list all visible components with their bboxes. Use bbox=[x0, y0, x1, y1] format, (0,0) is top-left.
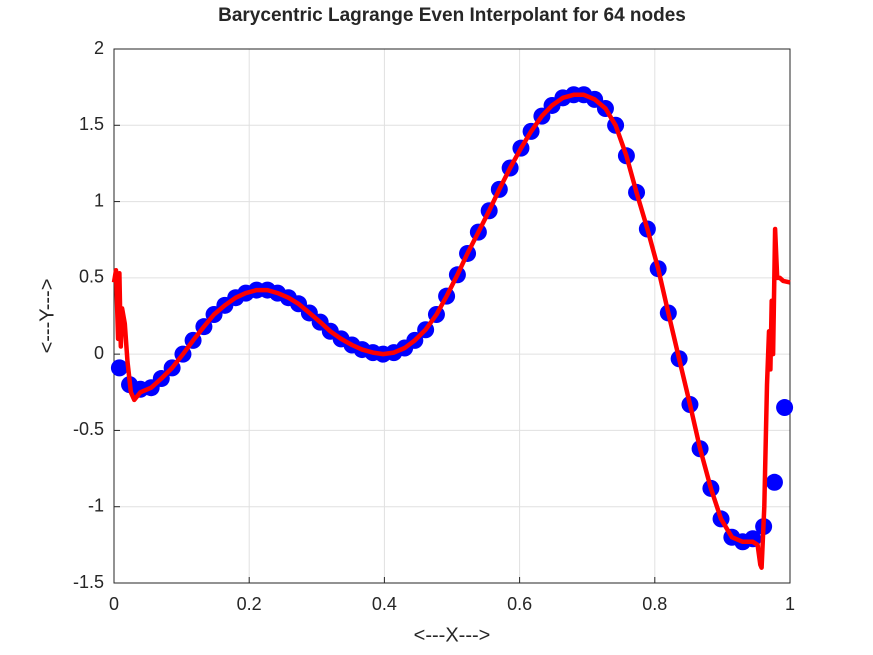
y-tick-label: 0 bbox=[94, 343, 104, 363]
interpolant-line bbox=[111, 92, 791, 570]
x-tick-label: 0.6 bbox=[507, 594, 532, 614]
node-point bbox=[765, 473, 783, 491]
x-axis-label: <---X---> bbox=[414, 624, 491, 646]
y-tick-label: 0.5 bbox=[79, 267, 104, 287]
x-tick-label: 0.4 bbox=[372, 594, 397, 614]
x-tick-label: 0.8 bbox=[642, 594, 667, 614]
node-point bbox=[776, 399, 794, 417]
node-point bbox=[110, 359, 128, 377]
y-tick-label: -0.5 bbox=[73, 419, 104, 439]
y-tick-label: -1.5 bbox=[73, 572, 104, 592]
y-tick-label: 1.5 bbox=[79, 114, 104, 134]
x-tick-label: 0.2 bbox=[237, 594, 262, 614]
x-tick-label: 0 bbox=[109, 594, 119, 614]
chart-title: Barycentric Lagrange Even Interpolant fo… bbox=[218, 5, 686, 26]
x-tick-label: 1 bbox=[785, 594, 795, 614]
y-tick-label: -1 bbox=[88, 495, 104, 515]
plot-frame bbox=[113, 48, 791, 584]
y-tick-label: 1 bbox=[94, 190, 104, 210]
y-axis-label: <---Y---> bbox=[36, 279, 58, 354]
y-tick-label: 2 bbox=[94, 38, 104, 58]
